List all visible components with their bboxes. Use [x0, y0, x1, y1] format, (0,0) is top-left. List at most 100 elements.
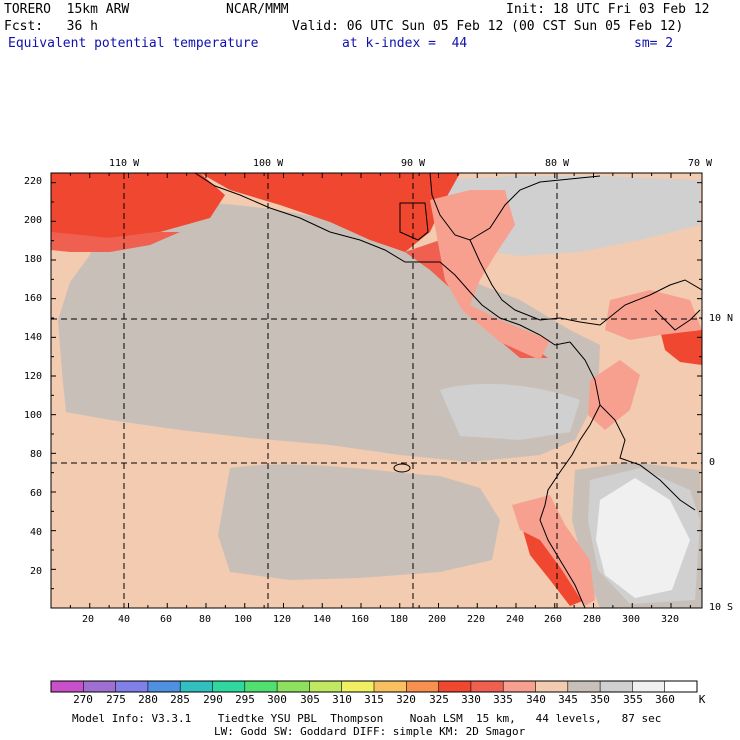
x-tick-label: 20 [82, 614, 95, 625]
field-band-330-nw [51, 173, 225, 238]
colorbar-frame [50, 680, 698, 693]
colorbar-swatch [309, 681, 342, 692]
colorbar-label: 335 [493, 693, 513, 706]
field-band-330-colombia [660, 330, 702, 365]
y-tick-label: 120 [24, 371, 43, 382]
colorbar-label: 310 [332, 693, 352, 706]
field-band-360-sa [596, 478, 690, 598]
lon-label-70w: 70 W [688, 158, 713, 169]
colorbar-label: 285 [170, 693, 190, 706]
coastlines [194, 173, 702, 608]
x-tick-label: 100 [234, 614, 253, 625]
colorbar-label: 315 [364, 693, 384, 706]
colorbar-swatch [567, 681, 601, 692]
model-physics: LW: Godd SW: Goddard DIFF: simple KM: 2D… [214, 725, 526, 738]
model-info: Model Info: V3.3.1 Tiedtke YSU PBL Thomp… [72, 712, 662, 725]
plot-frame [50, 172, 703, 609]
colorbar-label: 345 [558, 693, 578, 706]
x-tick-label: 320 [661, 614, 680, 625]
x-tick-label: 120 [273, 614, 292, 625]
field-band-345-south [218, 464, 500, 580]
colorbar-label: 275 [106, 693, 126, 706]
coast-maracaibo [654, 309, 701, 331]
field-band-350-central [440, 383, 580, 440]
x-tick-label: 160 [351, 614, 370, 625]
x-tick-label: 300 [622, 614, 641, 625]
valid-time: Valid: 06 UTC Sun 05 Feb 12 (00 CST Sun … [292, 19, 684, 34]
org-label: NCAR/MMM [226, 2, 289, 17]
colorbar-label: 295 [235, 693, 255, 706]
field-band-340-peru [512, 495, 595, 606]
level-info: at k-index = 44 [342, 36, 468, 51]
colorbar-swatch [51, 681, 84, 692]
colorbar-label: 305 [300, 693, 320, 706]
colorbar-swatch [632, 681, 665, 692]
field-band-340-cam [430, 190, 550, 360]
coast-sa-interior [599, 404, 696, 511]
coast-gulf [429, 173, 601, 241]
theta-e-field [51, 173, 702, 608]
x-tick-label: 280 [583, 614, 602, 625]
colorbar-swatch [341, 681, 375, 692]
x-tick-label: 60 [160, 614, 173, 625]
y-tick-label: 180 [24, 254, 43, 265]
x-tick-label: 80 [199, 614, 212, 625]
colorbar-swatch [244, 681, 278, 692]
y-tick-label: 220 [24, 176, 43, 187]
colorbar-swatch [406, 681, 439, 692]
colorbar-swatch [115, 681, 149, 692]
x-tick-label: 140 [313, 614, 332, 625]
lat-label-10s: 10 S [709, 602, 734, 613]
colorbar-swatch [374, 681, 407, 692]
lat-label-0: 0 [709, 457, 716, 468]
forecast-hour: Fcst: 36 h [4, 19, 98, 34]
colorbar-label: 290 [203, 693, 223, 706]
x-tick-label: 260 [544, 614, 563, 625]
x-tick-label: 240 [506, 614, 525, 625]
x-tick-label: 200 [428, 614, 447, 625]
latlon-grid [51, 173, 702, 608]
field-name: Equivalent potential temperature [8, 36, 259, 51]
colorbar [51, 681, 698, 692]
colorbar-label: 300 [267, 693, 287, 706]
colorbar-label: 280 [138, 693, 158, 706]
colorbar-label: 355 [623, 693, 643, 706]
x-tick-label: 40 [118, 614, 131, 625]
coast-mexico [194, 173, 571, 346]
colorbar-swatch [664, 681, 698, 692]
axis-ticks [51, 173, 702, 608]
colorbar-label: 320 [396, 693, 416, 706]
colorbar-label: 360 [655, 693, 675, 706]
y-tick-label: 140 [24, 332, 43, 343]
x-tick-label: 180 [390, 614, 409, 625]
colorbar-swatch [180, 681, 213, 692]
x-tick-label: 220 [467, 614, 486, 625]
border-guatemala [399, 202, 429, 241]
coast-caribbean [469, 239, 702, 326]
lon-label-80w: 80 W [545, 158, 570, 169]
colorbar-swatch [277, 681, 310, 692]
y-tick-label: 20 [30, 566, 43, 577]
lon-label-100w: 100 W [253, 158, 284, 169]
field-band-335-colombia [605, 290, 702, 340]
colorbar-unit: K [698, 693, 706, 706]
colorbar-swatch [600, 681, 633, 692]
colorbar-label: 330 [461, 693, 481, 706]
colorbar-label: 350 [590, 693, 610, 706]
y-tick-label: 160 [24, 293, 43, 304]
colorbar-swatch [438, 681, 472, 692]
field-band-330-mexico [200, 173, 460, 252]
lon-label-110w: 110 W [109, 158, 140, 169]
colorbar-label: 270 [73, 693, 93, 706]
galapagos-islands [393, 463, 411, 473]
y-tick-label: 200 [24, 215, 43, 226]
field-band-335-nw [51, 232, 180, 252]
colorbar-label: 340 [526, 693, 546, 706]
coast-sa-pacific [539, 341, 601, 608]
colorbar-label: 325 [429, 693, 449, 706]
colorbar-swatch [147, 681, 181, 692]
colorbar-swatch [503, 681, 536, 692]
lon-label-90w: 90 W [401, 158, 426, 169]
colorbar-swatch [470, 681, 504, 692]
